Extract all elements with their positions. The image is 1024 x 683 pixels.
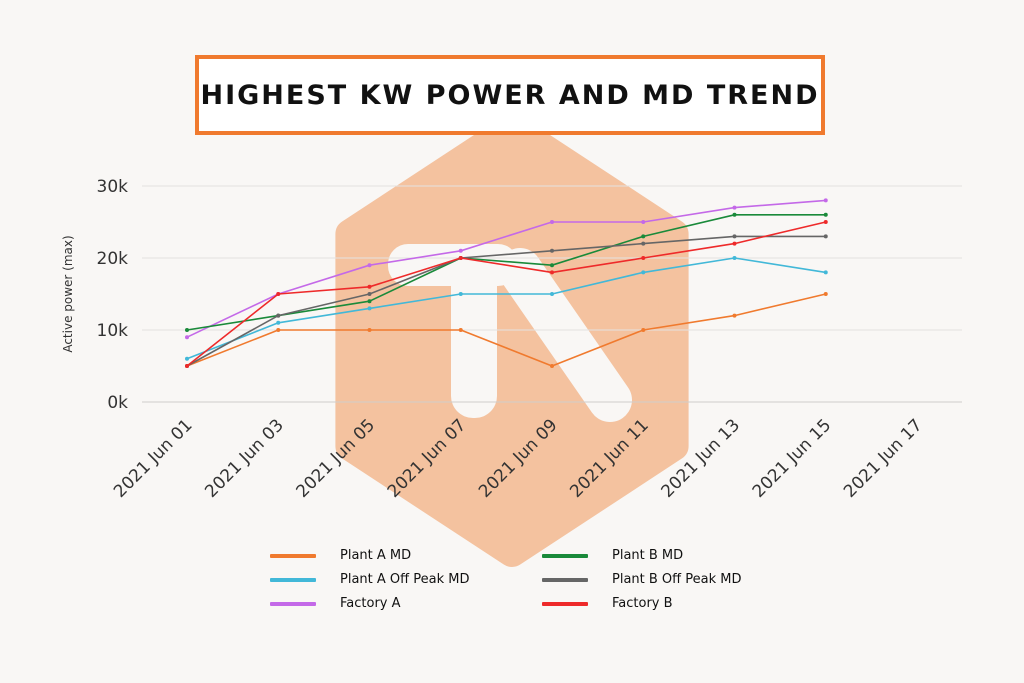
series-line xyxy=(186,214,826,331)
data-point xyxy=(823,234,828,239)
data-point xyxy=(185,364,189,368)
series-line xyxy=(186,199,826,338)
series-factory-b xyxy=(185,220,828,368)
data-point xyxy=(641,234,646,239)
watermark-stroke xyxy=(498,248,632,422)
data-point xyxy=(641,328,646,332)
series-plant-b-md xyxy=(185,212,828,332)
series-plant-a-off-peak-md xyxy=(185,256,828,361)
y-axis-label: Active power (max) xyxy=(61,235,75,352)
data-point xyxy=(641,241,646,246)
series-line xyxy=(186,235,826,367)
x-tick-label: 2021 Jun 17 xyxy=(840,415,926,501)
data-point xyxy=(185,356,189,361)
legend-swatch xyxy=(542,601,588,606)
data-point xyxy=(458,248,463,253)
x-tick-label: 2021 Jun 01 xyxy=(110,415,196,501)
watermark-stroke xyxy=(451,250,497,418)
y-tick-label: 30k xyxy=(97,177,129,197)
legend-swatch xyxy=(542,553,588,558)
y-axis-ticks: 0k 10k 20k 30k xyxy=(97,177,129,413)
x-tick-label: 2021 Jun 15 xyxy=(749,415,835,501)
legend-label: Factory B xyxy=(612,596,673,611)
legend-item: Factory B xyxy=(542,596,673,611)
legend-swatch xyxy=(270,553,316,558)
data-point xyxy=(550,270,554,275)
data-point xyxy=(732,212,737,217)
chart-title: HIGHEST KW POWER AND MD TREND xyxy=(200,79,820,111)
series-line xyxy=(186,293,826,367)
data-point xyxy=(550,292,554,296)
data-point xyxy=(458,328,463,332)
data-point xyxy=(276,320,281,325)
data-point xyxy=(367,306,372,311)
legend-swatch xyxy=(542,577,588,582)
data-point xyxy=(641,270,646,275)
data-point xyxy=(550,263,554,268)
data-point xyxy=(823,198,828,203)
watermark-hexagon xyxy=(335,113,689,567)
data-point xyxy=(458,292,463,296)
legend-swatch xyxy=(270,577,316,582)
legend-label: Plant A MD xyxy=(340,548,412,563)
data-point xyxy=(823,212,828,217)
data-point xyxy=(367,263,372,268)
grid-lines xyxy=(142,185,962,403)
watermark-stroke xyxy=(388,244,518,286)
legend-label: Plant B MD xyxy=(612,548,684,563)
data-point xyxy=(732,256,737,260)
title-box: HIGHEST KW POWER AND MD TREND xyxy=(195,55,825,135)
data-point xyxy=(823,270,828,275)
data-point xyxy=(458,256,463,260)
y-tick-label: 20k xyxy=(97,249,129,269)
legend-item: Plant B MD xyxy=(542,548,683,563)
legend-item: Plant A Off Peak MD xyxy=(270,572,469,587)
y-tick-label: 10k xyxy=(97,321,129,341)
data-point xyxy=(276,292,281,296)
legend-label: Plant A Off Peak MD xyxy=(340,572,470,587)
watermark-logo xyxy=(335,113,689,567)
legend-label: Factory A xyxy=(340,596,401,611)
data-point xyxy=(367,299,372,304)
legend-swatch xyxy=(270,601,316,606)
data-point xyxy=(367,284,372,289)
data-point xyxy=(550,248,554,253)
data-point xyxy=(823,292,828,296)
legend-item: Plant B Off Peak MD xyxy=(542,572,742,587)
legend-item: Factory A xyxy=(270,596,401,611)
y-tick-label: 0k xyxy=(107,393,128,413)
data-point xyxy=(185,335,189,340)
data-point xyxy=(641,220,646,224)
data-point xyxy=(823,220,828,224)
data-point xyxy=(732,241,737,246)
data-point xyxy=(732,205,737,210)
data-point xyxy=(641,256,646,260)
legend-item: Plant A MD xyxy=(270,548,411,563)
data-point xyxy=(550,364,554,368)
data-point xyxy=(367,292,372,296)
series-line xyxy=(186,257,826,360)
series-lines xyxy=(185,198,828,368)
data-point xyxy=(550,220,554,224)
series-line xyxy=(186,221,826,367)
data-point xyxy=(276,313,281,318)
legend-label: Plant B Off Peak MD xyxy=(612,572,742,587)
data-point xyxy=(732,313,737,318)
data-point xyxy=(367,328,372,332)
data-point xyxy=(732,234,737,239)
series-plant-a-md xyxy=(185,292,828,368)
series-factory-a xyxy=(185,198,828,340)
data-point xyxy=(185,328,189,332)
data-point xyxy=(276,328,281,332)
x-tick-label: 2021 Jun 03 xyxy=(201,415,287,501)
